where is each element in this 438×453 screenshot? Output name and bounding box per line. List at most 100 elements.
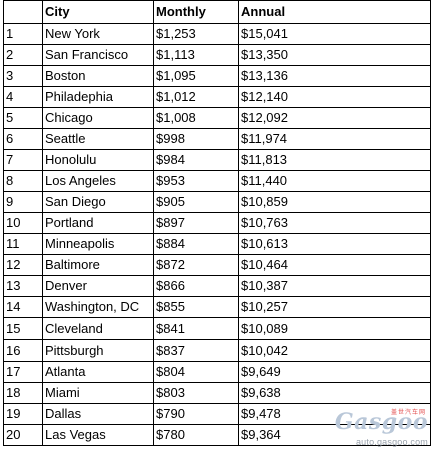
cell-rank: 10 bbox=[3, 212, 43, 234]
cell-city: San Francisco bbox=[42, 44, 154, 66]
cell-rank: 16 bbox=[3, 339, 43, 362]
table-body: 1 New York $1,253 $15,041 2 San Francisco $1,1… bbox=[3, 23, 431, 446]
table-row: 14 Washington, DC $855 $10,257 bbox=[3, 296, 431, 318]
header-rank bbox=[3, 0, 43, 24]
table-row: 2 San Francisco $1,113 $13,350 bbox=[3, 44, 431, 66]
cell-city: Minneapolis bbox=[42, 233, 154, 255]
cell-annual: $13,350 bbox=[238, 44, 431, 66]
cell-monthly: $1,008 bbox=[153, 107, 239, 129]
cell-monthly: $905 bbox=[153, 191, 239, 213]
table-container: City Monthly Annual 1 New York $1,253 $15,0… bbox=[3, 0, 431, 446]
cell-annual: $12,092 bbox=[238, 107, 431, 129]
cell-city: Los Angeles bbox=[42, 170, 154, 192]
cell-annual: $11,974 bbox=[238, 128, 431, 150]
cell-annual: $10,859 bbox=[238, 191, 431, 213]
cell-rank: 14 bbox=[3, 296, 43, 318]
table-row: 6 Seattle $998 $11,974 bbox=[3, 128, 431, 150]
cell-monthly: $780 bbox=[153, 424, 239, 446]
table-row: 5 Chicago $1,008 $12,092 bbox=[3, 107, 431, 129]
cell-city: Baltimore bbox=[42, 254, 154, 276]
cell-city: Portland bbox=[42, 212, 154, 234]
cell-annual: $9,364 bbox=[238, 424, 431, 446]
cell-rank: 6 bbox=[3, 128, 43, 150]
table-row: 8 Los Angeles $953 $11,440 bbox=[3, 170, 431, 192]
cell-rank: 11 bbox=[3, 233, 43, 255]
table-row: 18 Miami $803 $9,638 bbox=[3, 382, 431, 404]
cell-monthly: $884 bbox=[153, 233, 239, 255]
table-row: 9 San Diego $905 $10,859 bbox=[3, 191, 431, 213]
cell-annual: $10,089 bbox=[238, 317, 431, 340]
city-cost-table: City Monthly Annual 1 New York $1,253 $15,0… bbox=[3, 0, 431, 446]
cell-city: Pittsburgh bbox=[42, 339, 154, 362]
cell-monthly: $837 bbox=[153, 339, 239, 362]
cell-rank: 8 bbox=[3, 170, 43, 192]
cell-city: Philadephia bbox=[42, 86, 154, 108]
cell-annual: $9,638 bbox=[238, 382, 431, 404]
cell-annual: $9,649 bbox=[238, 361, 431, 383]
cell-monthly: $1,253 bbox=[153, 23, 239, 45]
cell-rank: 19 bbox=[3, 403, 43, 425]
cell-city: Chicago bbox=[42, 107, 154, 129]
table-row: 16 Pittsburgh $837 $10,042 bbox=[3, 339, 431, 362]
cell-annual: $10,464 bbox=[238, 254, 431, 276]
header-city: City bbox=[42, 0, 154, 24]
cell-annual: $11,440 bbox=[238, 170, 431, 192]
cell-city: Washington, DC bbox=[42, 296, 154, 318]
cell-annual: $10,257 bbox=[238, 296, 431, 318]
cell-rank: 12 bbox=[3, 254, 43, 276]
table-row: 15 Cleveland $841 $10,089 bbox=[3, 317, 431, 340]
cell-annual: $10,042 bbox=[238, 339, 431, 362]
header-annual: Annual bbox=[238, 0, 431, 24]
cell-city: Atlanta bbox=[42, 361, 154, 383]
cell-monthly: $953 bbox=[153, 170, 239, 192]
cell-monthly: $866 bbox=[153, 275, 239, 297]
cell-city: Dallas bbox=[42, 403, 154, 425]
cell-annual: $11,813 bbox=[238, 149, 431, 171]
cell-city: Denver bbox=[42, 275, 154, 297]
cell-annual: $15,041 bbox=[238, 23, 431, 45]
table-row: 7 Honolulu $984 $11,813 bbox=[3, 149, 431, 171]
cell-city: San Diego bbox=[42, 191, 154, 213]
table-row: 19 Dallas $790 $9,478 bbox=[3, 403, 431, 425]
cell-monthly: $1,095 bbox=[153, 65, 239, 87]
cell-city: Miami bbox=[42, 382, 154, 404]
cell-monthly: $872 bbox=[153, 254, 239, 276]
cell-monthly: $803 bbox=[153, 382, 239, 404]
cell-annual: $12,140 bbox=[238, 86, 431, 108]
cell-rank: 13 bbox=[3, 275, 43, 297]
cell-city: Cleveland bbox=[42, 317, 154, 340]
cell-rank: 3 bbox=[3, 65, 43, 87]
cell-rank: 9 bbox=[3, 191, 43, 213]
table-row: 13 Denver $866 $10,387 bbox=[3, 275, 431, 297]
table-row: 4 Philadephia $1,012 $12,140 bbox=[3, 86, 431, 108]
cell-annual: $10,613 bbox=[238, 233, 431, 255]
cell-monthly: $790 bbox=[153, 403, 239, 425]
cell-annual: $13,136 bbox=[238, 65, 431, 87]
table-row: 12 Baltimore $872 $10,464 bbox=[3, 254, 431, 276]
table-row: 17 Atlanta $804 $9,649 bbox=[3, 361, 431, 383]
cell-monthly: $998 bbox=[153, 128, 239, 150]
cell-monthly: $1,012 bbox=[153, 86, 239, 108]
cell-city: Las Vegas bbox=[42, 424, 154, 446]
cell-annual: $9,478 bbox=[238, 403, 431, 425]
cell-rank: 1 bbox=[3, 23, 43, 45]
cell-city: Boston bbox=[42, 65, 154, 87]
cell-rank: 2 bbox=[3, 44, 43, 66]
cell-monthly: $984 bbox=[153, 149, 239, 171]
cell-monthly: $1,113 bbox=[153, 44, 239, 66]
cell-city: Honolulu bbox=[42, 149, 154, 171]
cell-rank: 5 bbox=[3, 107, 43, 129]
table-row: 20 Las Vegas $780 $9,364 bbox=[3, 424, 431, 446]
cell-annual: $10,763 bbox=[238, 212, 431, 234]
table-row: 11 Minneapolis $884 $10,613 bbox=[3, 233, 431, 255]
cell-rank: 4 bbox=[3, 86, 43, 108]
cell-rank: 18 bbox=[3, 382, 43, 404]
cell-rank: 17 bbox=[3, 361, 43, 383]
header-row: City Monthly Annual bbox=[3, 0, 431, 24]
table-row: 10 Portland $897 $10,763 bbox=[3, 212, 431, 234]
cell-city: New York bbox=[42, 23, 154, 45]
cell-rank: 7 bbox=[3, 149, 43, 171]
cell-rank: 20 bbox=[3, 424, 43, 446]
cell-rank: 15 bbox=[3, 317, 43, 340]
cell-city: Seattle bbox=[42, 128, 154, 150]
